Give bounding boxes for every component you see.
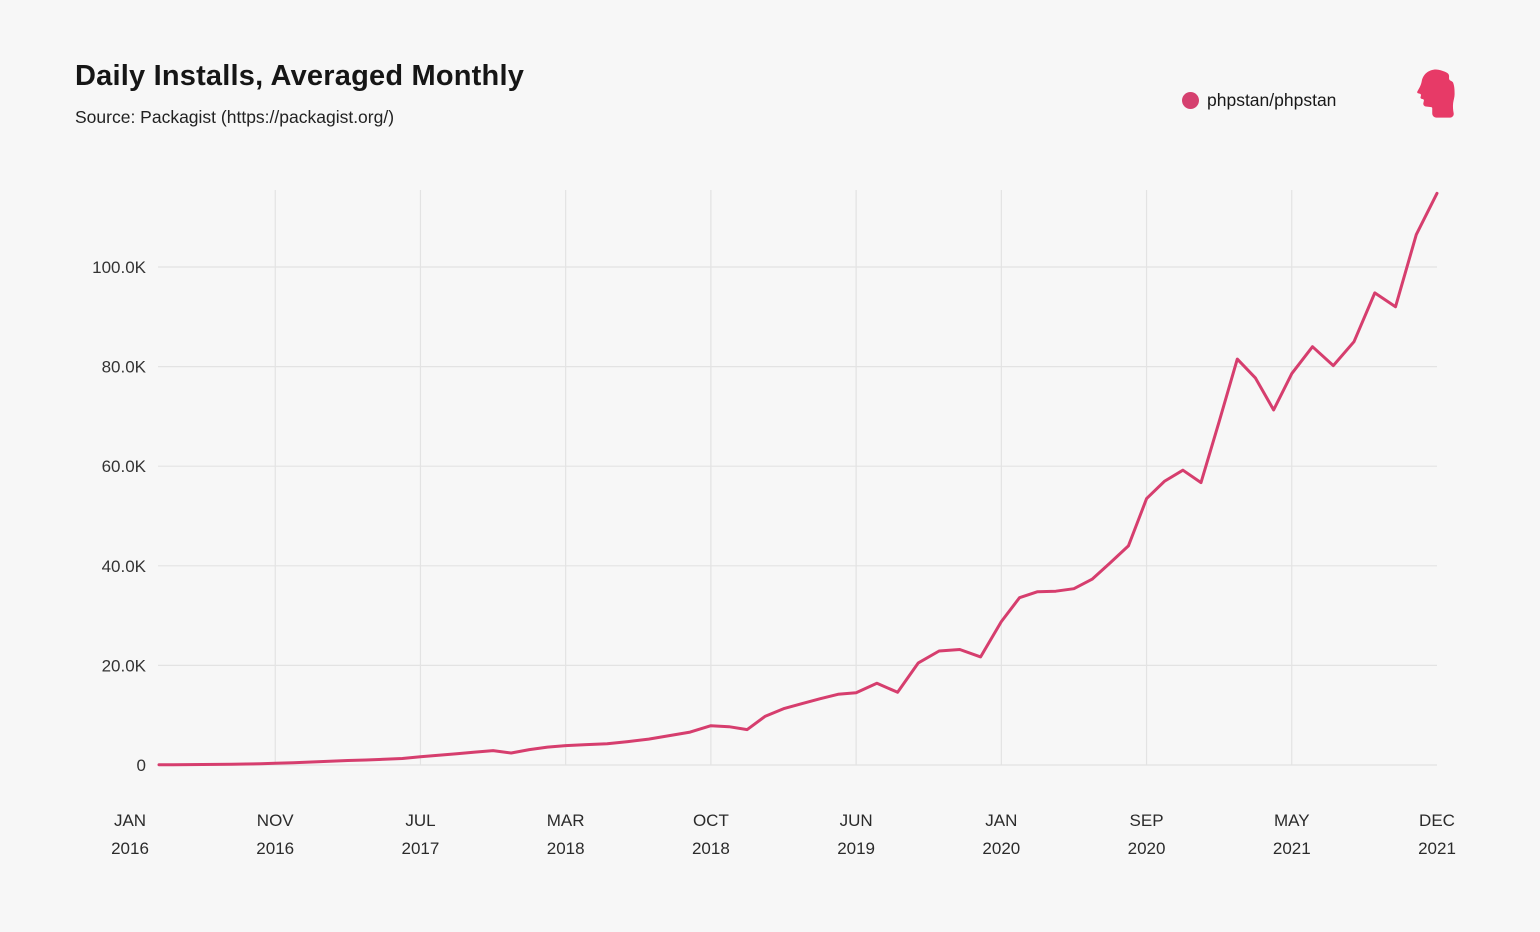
y-tick-label: 40.0K (102, 557, 147, 576)
phpstan-head-logo-icon (1417, 69, 1455, 118)
x-tick-label: JUL 2017 (402, 811, 440, 858)
y-tick-label: 20.0K (102, 656, 147, 675)
y-tick-label: 80.0K (102, 358, 147, 377)
x-tick-label: NOV 2016 (256, 811, 294, 858)
source-note: Source: Packagist (https://packagist.org… (75, 107, 395, 127)
series-line (157, 191, 1439, 767)
x-tick-label: JAN 2016 (111, 811, 149, 858)
x-tick-label: MAR 2018 (547, 811, 585, 858)
x-tick-label: SEP 2020 (1128, 811, 1166, 858)
page-title: Daily Installs, Averaged Monthly (75, 60, 525, 92)
chart-header: Daily Installs, Averaged Monthly Source:… (75, 60, 524, 128)
x-tick-label: JAN 2020 (982, 811, 1020, 858)
legend-series-label: phpstan/phpstan (1207, 90, 1337, 110)
y-tick-label: 100.0K (92, 258, 147, 277)
x-tick-label: OCT 2018 (692, 811, 730, 858)
x-tick-label: JUN 2019 (837, 811, 875, 858)
y-tick-label: 60.0K (102, 457, 147, 476)
x-tick-label: MAY 2021 (1273, 811, 1311, 858)
legend-dot-icon (1182, 92, 1199, 109)
legend: phpstan/phpstan (1182, 90, 1336, 111)
x-tick-label: DEC 2021 (1418, 811, 1456, 858)
y-tick-label: 0 (137, 756, 146, 775)
